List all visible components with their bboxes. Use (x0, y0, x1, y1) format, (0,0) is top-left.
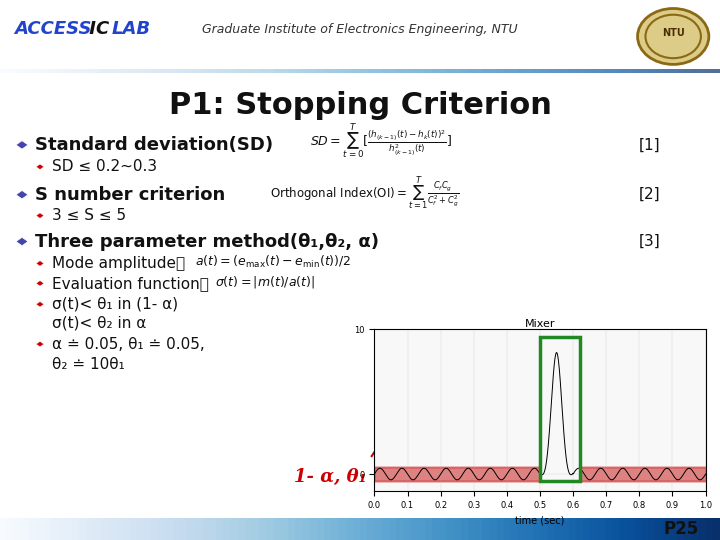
Text: σ(t)< θ₂ in α: σ(t)< θ₂ in α (52, 316, 146, 330)
Polygon shape (36, 213, 44, 218)
Text: 3 ≤ S ≤ 5: 3 ≤ S ≤ 5 (52, 208, 126, 223)
Bar (540, 336, 580, 481)
Text: LAB: LAB (112, 20, 150, 38)
Polygon shape (36, 164, 44, 170)
Text: α, θ₂: α, θ₂ (532, 468, 578, 485)
Text: θ₂ ≐ 10θ₁: θ₂ ≐ 10θ₁ (52, 356, 125, 372)
Text: $a(t) = (e_{\max}(t) - e_{\min}(t))/2$: $a(t) = (e_{\max}(t) - e_{\min}(t))/2$ (195, 254, 351, 271)
Bar (580, 467, 706, 481)
Text: NTU: NTU (662, 28, 685, 38)
Bar (374, 467, 540, 481)
Polygon shape (16, 141, 28, 149)
Text: [3]: [3] (639, 234, 661, 249)
Text: Evaluation function：: Evaluation function： (52, 276, 209, 291)
Text: P1: Stopping Criterion: P1: Stopping Criterion (168, 91, 552, 119)
Polygon shape (16, 237, 28, 246)
Polygon shape (36, 261, 44, 266)
Text: [2]: [2] (639, 187, 661, 202)
Bar (580, 467, 706, 481)
Polygon shape (16, 191, 28, 199)
Polygon shape (36, 341, 44, 347)
Text: σ(t)< θ₁ in (1- α): σ(t)< θ₁ in (1- α) (52, 297, 178, 312)
Title: Mixer: Mixer (525, 319, 555, 329)
Text: ACCESS: ACCESS (14, 20, 92, 38)
Text: IC: IC (83, 20, 115, 38)
Text: $\sigma(t) = |m(t)/a(t)|$: $\sigma(t) = |m(t)/a(t)|$ (215, 274, 315, 291)
Polygon shape (36, 281, 44, 286)
Text: Three parameter method(θ₁,θ₂, α): Three parameter method(θ₁,θ₂, α) (35, 233, 379, 251)
Text: Graduate Institute of Electronics Engineering, NTU: Graduate Institute of Electronics Engine… (202, 23, 518, 36)
Text: α ≐ 0.05, θ₁ ≐ 0.05,: α ≐ 0.05, θ₁ ≐ 0.05, (52, 336, 204, 352)
Text: $\mathrm{Orthogonal\ Index(OI)} = \sum_{t=1}^{T}\frac{C_f C_g}{C_f^2 + C_g^2}$: $\mathrm{Orthogonal\ Index(OI)} = \sum_{… (270, 175, 459, 212)
Text: 1- α, θ₁: 1- α, θ₁ (294, 468, 366, 485)
Text: P25: P25 (663, 520, 698, 538)
Circle shape (638, 9, 709, 64)
Text: $SD = \sum_{t=0}^{T}[\frac{(h_{(k-1)}(t)-h_k(t))^2}{h^2_{(k-1)}(t)}]$: $SD = \sum_{t=0}^{T}[\frac{(h_{(k-1)}(t)… (310, 121, 452, 161)
Text: SD ≤ 0.2~0.3: SD ≤ 0.2~0.3 (52, 159, 157, 174)
Text: Mode amplitude：: Mode amplitude： (52, 256, 185, 271)
Bar (374, 467, 540, 481)
Text: [1]: [1] (639, 137, 661, 152)
Text: S number criterion: S number criterion (35, 186, 225, 204)
X-axis label: time (sec): time (sec) (516, 516, 564, 525)
Polygon shape (36, 301, 44, 307)
Text: Standard deviation(SD): Standard deviation(SD) (35, 136, 273, 154)
